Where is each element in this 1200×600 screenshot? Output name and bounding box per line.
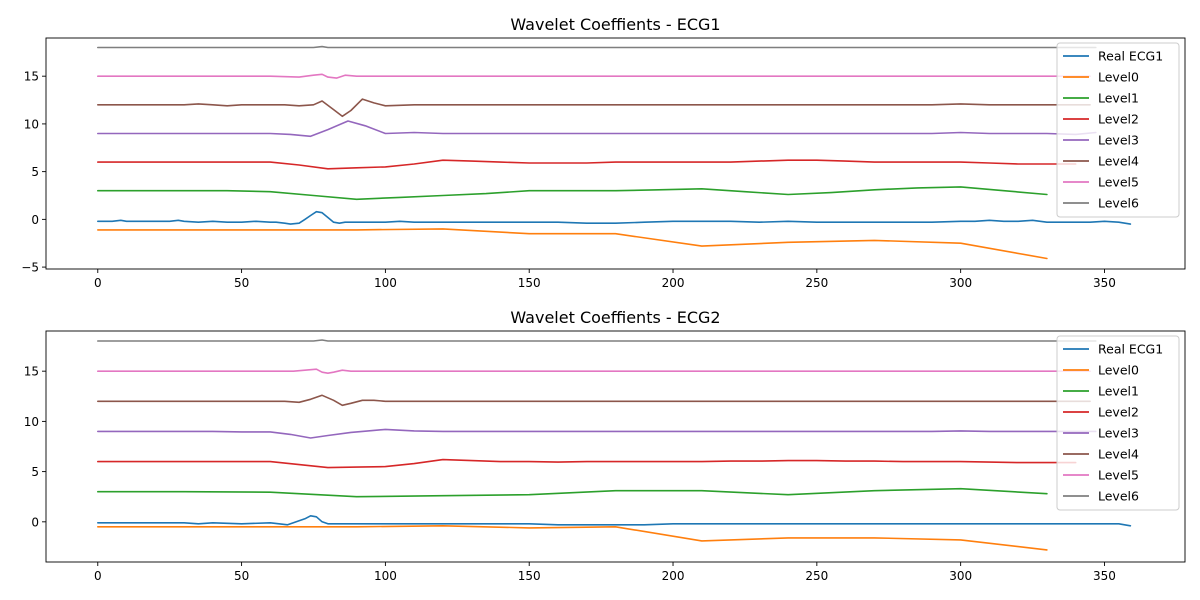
series-line-level2 [97, 458, 1077, 469]
legend-entry: Level6 [1098, 196, 1139, 211]
series-line-level2 [97, 159, 1077, 170]
y-tick-label: 15 [24, 365, 39, 379]
legend: Real ECG1 Level0 Level1 Level2 Level3 Level4 L… [1056, 42, 1180, 218]
x-tick-label: 0 [94, 276, 102, 290]
x-tick-label: 200 [662, 569, 685, 583]
legend-entry: Level0 [1098, 70, 1139, 85]
x-tick-label: 250 [805, 276, 828, 290]
series-line-level4 [97, 98, 1091, 118]
series-line-level3 [97, 120, 1097, 138]
y-tick-label: 0 [31, 515, 39, 529]
series-line-real-ecg1 [97, 210, 1132, 225]
legend-box [1056, 42, 1180, 218]
series-line-level4 [97, 394, 1091, 407]
series-line-level6 [97, 45, 1097, 49]
series-line-level1 [97, 487, 1048, 498]
legend-entry: Level2 [1098, 112, 1139, 127]
x-tick-label: 100 [374, 276, 397, 290]
y-tick-label: 15 [24, 70, 39, 84]
y-tick-label: 5 [31, 465, 39, 479]
series-line-level5 [97, 73, 1091, 79]
x-tick-label: 150 [518, 276, 541, 290]
axes-frame [45, 37, 1186, 270]
y-tick-label: 10 [24, 117, 39, 131]
series-line-level6 [97, 339, 1097, 342]
x-tick-label: 350 [1093, 276, 1116, 290]
y-tick-label: −5 [21, 261, 39, 275]
x-tick-label: 150 [518, 569, 541, 583]
x-tick-label: 100 [374, 569, 397, 583]
series-group [97, 339, 1132, 551]
legend-entry: Level0 [1098, 363, 1139, 378]
series-line-level1 [97, 186, 1048, 201]
legend-entry: Level5 [1098, 468, 1139, 483]
legend-entry: Level3 [1098, 426, 1139, 441]
x-tick-label: 50 [234, 569, 249, 583]
legend-entry: Level4 [1098, 447, 1139, 462]
x-tick-label: 200 [662, 276, 685, 290]
legend-entry: Real ECG1 [1098, 49, 1163, 64]
y-tick-label: 10 [24, 415, 39, 429]
legend-entry: Level4 [1098, 154, 1139, 169]
x-tick-label: 50 [234, 276, 249, 290]
legend-entry: Level5 [1098, 175, 1139, 190]
legend-entry: Level6 [1098, 489, 1139, 504]
legend-entry: Level1 [1098, 91, 1139, 106]
legend-box [1056, 335, 1180, 511]
x-tick-label: 350 [1093, 569, 1116, 583]
series-line-real-ecg1 [97, 514, 1132, 527]
legend-entry: Level1 [1098, 384, 1139, 399]
series-line-level3 [97, 428, 1097, 439]
x-tick-label: 250 [805, 569, 828, 583]
series-line-level0 [97, 228, 1048, 260]
chart-title: Wavelet Coeffients - ECG2 [510, 308, 720, 327]
y-tick-label: 5 [31, 165, 39, 179]
legend-entry: Real ECG1 [1098, 342, 1163, 357]
legend-entry: Level3 [1098, 133, 1139, 148]
axes-frame [45, 330, 1186, 563]
x-tick-label: 0 [94, 569, 102, 583]
y-tick-label: 0 [31, 213, 39, 227]
series-group [97, 45, 1132, 260]
x-tick-label: 300 [949, 276, 972, 290]
x-tick-label: 300 [949, 569, 972, 583]
legend: Real ECG1 Level0 Level1 Level2 Level3 Level4 L… [1056, 335, 1180, 511]
series-line-level0 [97, 524, 1048, 551]
chart-title: Wavelet Coeffients - ECG1 [510, 15, 720, 34]
legend-entry: Level2 [1098, 405, 1139, 420]
series-line-level5 [97, 368, 1091, 375]
